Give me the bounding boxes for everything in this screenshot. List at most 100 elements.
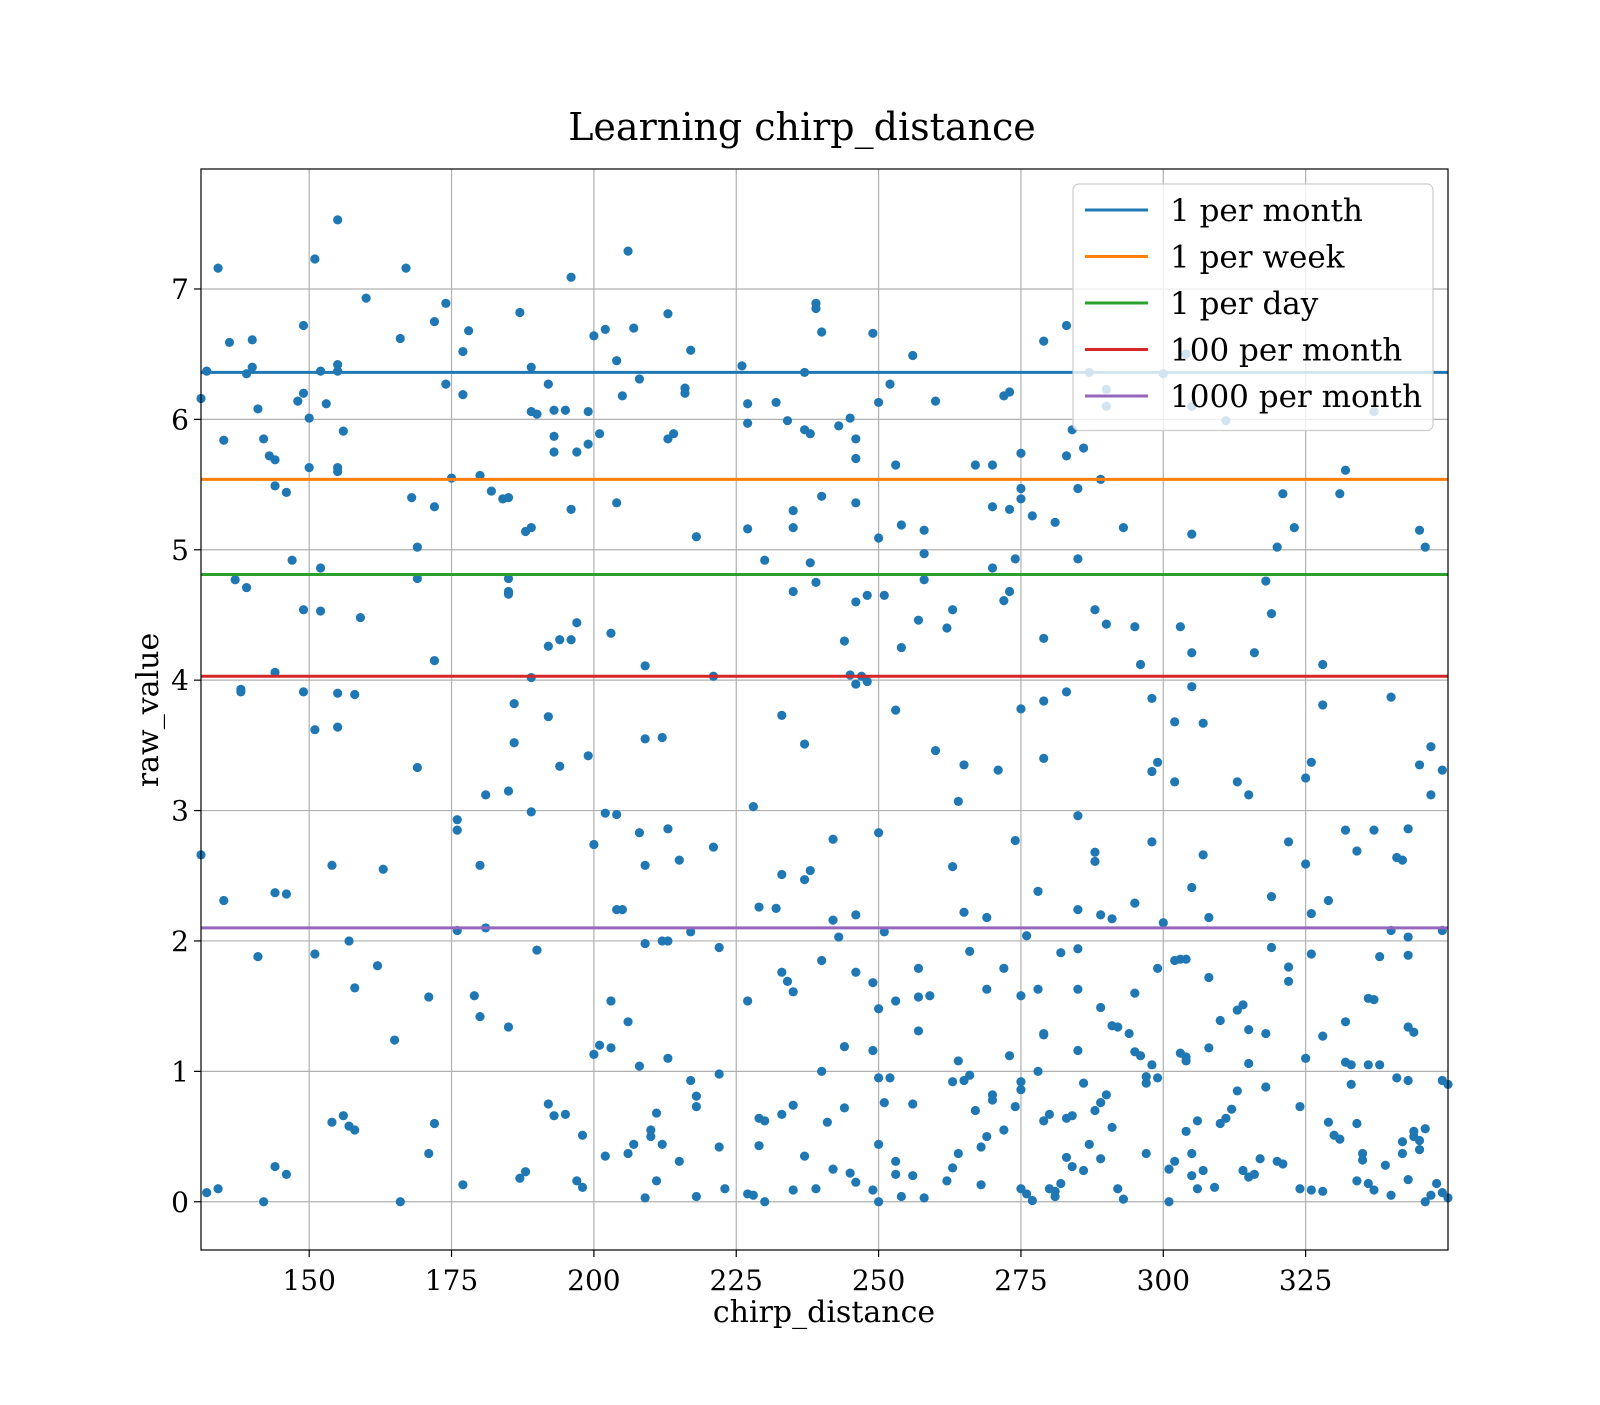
data-point bbox=[1227, 1104, 1237, 1114]
data-point bbox=[1118, 522, 1129, 533]
data-point bbox=[1204, 972, 1214, 983]
data-point bbox=[372, 961, 383, 971]
data-point bbox=[1232, 1086, 1242, 1096]
data-point bbox=[845, 1168, 855, 1178]
data-point bbox=[549, 405, 559, 415]
data-point bbox=[691, 1101, 701, 1112]
data-point bbox=[714, 942, 724, 953]
data-point bbox=[1050, 517, 1060, 527]
data-point bbox=[270, 455, 280, 465]
data-point bbox=[270, 667, 280, 677]
data-point bbox=[1113, 1022, 1123, 1032]
data-point bbox=[333, 722, 343, 732]
data-point bbox=[1084, 1139, 1094, 1149]
y-tick-label: 7 bbox=[171, 273, 189, 306]
data-point bbox=[1016, 483, 1026, 494]
data-point bbox=[1403, 1174, 1413, 1185]
data-point bbox=[1369, 995, 1379, 1005]
y-axis-ticks: 0 1 2 3 4 5 6 7 bbox=[171, 273, 201, 1219]
data-point bbox=[270, 888, 280, 898]
data-point bbox=[1016, 1085, 1026, 1095]
data-point bbox=[1363, 1178, 1373, 1189]
data-point bbox=[743, 418, 753, 428]
data-point bbox=[1061, 1152, 1072, 1163]
data-point bbox=[589, 331, 599, 341]
data-point bbox=[982, 912, 992, 923]
data-point bbox=[429, 656, 440, 666]
data-point bbox=[1175, 622, 1185, 632]
data-point bbox=[828, 915, 838, 925]
data-point bbox=[873, 1073, 884, 1083]
data-point bbox=[851, 1177, 861, 1187]
data-point bbox=[1187, 882, 1197, 893]
data-point bbox=[549, 1111, 559, 1121]
data-point bbox=[344, 936, 354, 946]
data-point bbox=[913, 1026, 924, 1036]
data-point bbox=[241, 582, 252, 593]
data-point bbox=[1090, 605, 1100, 615]
data-point bbox=[412, 542, 422, 552]
data-point bbox=[720, 1184, 730, 1194]
data-point bbox=[1039, 1028, 1049, 1039]
data-point bbox=[942, 623, 952, 633]
data-point bbox=[822, 1117, 832, 1127]
data-point bbox=[1261, 576, 1271, 586]
data-point bbox=[839, 1041, 850, 1052]
data-point bbox=[469, 991, 479, 1001]
data-point bbox=[1078, 1078, 1089, 1088]
data-point bbox=[1187, 1148, 1197, 1159]
data-point bbox=[612, 498, 622, 508]
data-point bbox=[1244, 790, 1254, 800]
data-point bbox=[236, 684, 246, 694]
data-point bbox=[953, 1056, 963, 1066]
data-point bbox=[577, 1182, 588, 1193]
data-point bbox=[640, 1193, 650, 1203]
data-point bbox=[1022, 1189, 1032, 1199]
data-point bbox=[1397, 1148, 1408, 1159]
data-point bbox=[873, 1197, 884, 1207]
data-point bbox=[1147, 693, 1157, 704]
data-point bbox=[572, 447, 582, 457]
data-point bbox=[851, 498, 861, 508]
data-point bbox=[640, 860, 650, 870]
data-point bbox=[600, 324, 610, 334]
data-point bbox=[572, 1176, 582, 1186]
data-point bbox=[543, 379, 553, 389]
data-point bbox=[253, 404, 263, 414]
data-point bbox=[1004, 586, 1015, 597]
data-point bbox=[395, 333, 405, 344]
data-point bbox=[1113, 1184, 1123, 1194]
data-point bbox=[1164, 1197, 1174, 1207]
data-point bbox=[663, 1053, 673, 1063]
data-point bbox=[1187, 1171, 1197, 1181]
data-point bbox=[412, 573, 422, 584]
data-point bbox=[1073, 554, 1083, 564]
data-point bbox=[247, 362, 257, 372]
data-point bbox=[1050, 1186, 1060, 1196]
data-point bbox=[839, 1103, 850, 1113]
data-point bbox=[1318, 659, 1328, 670]
data-point bbox=[429, 1118, 440, 1129]
data-point bbox=[1209, 1182, 1220, 1193]
data-point bbox=[1352, 846, 1362, 856]
data-point bbox=[873, 533, 884, 543]
data-point bbox=[1352, 1118, 1362, 1129]
data-point bbox=[1204, 1043, 1214, 1053]
data-point bbox=[634, 1061, 645, 1071]
data-point bbox=[851, 967, 861, 977]
data-point bbox=[583, 439, 593, 449]
data-point bbox=[281, 889, 292, 899]
data-point bbox=[1061, 451, 1072, 461]
data-point bbox=[1261, 1028, 1271, 1039]
data-point bbox=[526, 362, 536, 372]
data-point bbox=[1147, 766, 1157, 777]
data-point bbox=[424, 992, 434, 1002]
data-point bbox=[1414, 1144, 1425, 1155]
data-point bbox=[1130, 988, 1140, 998]
data-point bbox=[1124, 1028, 1134, 1039]
data-point bbox=[862, 590, 872, 601]
data-point bbox=[503, 589, 514, 599]
y-tick-label: 0 bbox=[171, 1186, 189, 1219]
data-point bbox=[1244, 1058, 1254, 1069]
data-point bbox=[1420, 1197, 1430, 1207]
